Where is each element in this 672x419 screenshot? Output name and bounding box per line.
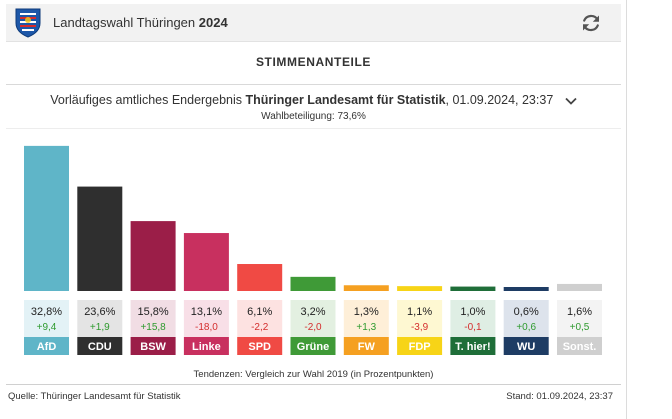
value-box-wu — [503, 300, 549, 337]
header-bar: Landtagswahl Thüringen 2024 — [6, 4, 621, 42]
bar-afd — [24, 145, 69, 291]
value-box-afd — [24, 300, 69, 337]
party-box-bsw — [130, 337, 176, 355]
party-label-t-hier: T. hier! — [455, 341, 490, 353]
value-box-sonst — [557, 300, 602, 337]
result-source: Thüringer Landesamt für Statistik — [245, 93, 446, 107]
result-selector[interactable]: Vorläufiges amtliches Endergebnis Thürin… — [6, 93, 621, 107]
party-label-grüne: Grüne — [297, 341, 329, 353]
change-label-cdu: +1,9 — [90, 322, 110, 333]
change-label-fw: +1,3 — [356, 322, 376, 333]
result-prefix: Vorläufiges amtliches Endergebnis — [50, 93, 243, 107]
change-label-wu: +0,6 — [516, 322, 536, 333]
change-label-bsw: +15,8 — [140, 322, 166, 333]
party-label-fw: FW — [358, 341, 376, 353]
party-label-linke: Linke — [192, 341, 221, 353]
value-label-cdu: 23,6% — [84, 306, 115, 318]
chevron-down-icon[interactable] — [565, 97, 577, 105]
value-label-linke: 13,1% — [191, 306, 222, 318]
trend-caption: Tendenzen: Vergleich zur Wahl 2019 (in P… — [193, 369, 434, 380]
right-border-line — [626, 0, 627, 419]
value-label-sonst: 1,6% — [567, 306, 592, 318]
value-label-bsw: 15,8% — [137, 306, 168, 318]
value-box-bsw — [130, 300, 176, 337]
change-label-spd: -2,2 — [251, 322, 269, 333]
party-box-linke — [183, 337, 229, 355]
value-label-spd: 6,1% — [247, 306, 272, 318]
stand-footer: Stand: 01.09.2024, 23:37 — [506, 391, 613, 402]
source-footer: Quelle: Thüringer Landesamt für Statisti… — [8, 391, 181, 402]
value-label-fdp: 1,1% — [407, 306, 432, 318]
divider — [6, 84, 621, 85]
value-box-linke — [183, 300, 229, 337]
bar-grüne — [290, 276, 336, 291]
value-box-fw — [343, 300, 389, 337]
divider — [6, 128, 621, 129]
party-label-fdp: FDP — [409, 341, 431, 353]
value-label-t-hier: 1,0% — [460, 306, 485, 318]
party-label-bsw: BSW — [140, 341, 166, 353]
election-widget: Landtagswahl Thüringen 2024 STIMMENANTEI… — [6, 4, 621, 412]
party-box-cdu — [77, 337, 123, 355]
value-box-t-hier — [450, 300, 496, 337]
result-datetime: , 01.09.2024, 23:37 — [445, 93, 554, 107]
change-label-fdp: -3,9 — [411, 322, 429, 333]
title-year: 2024 — [198, 15, 228, 30]
bar-spd — [237, 264, 283, 291]
app-title: Landtagswahl Thüringen 2024 — [53, 15, 228, 30]
party-box-wu — [503, 337, 549, 355]
section-title: STIMMENANTEILE — [255, 55, 372, 69]
party-label-wu: WU — [517, 341, 535, 353]
bar-t-hier — [450, 286, 496, 291]
party-box-afd — [24, 337, 69, 355]
bar-bsw — [130, 221, 176, 291]
party-box-fw — [343, 337, 389, 355]
party-label-cdu: CDU — [88, 341, 112, 353]
party-label-sonst: Sonst. — [563, 341, 597, 353]
bar-cdu — [77, 186, 123, 291]
value-box-fdp — [397, 300, 443, 337]
value-label-wu: 0,6% — [514, 306, 539, 318]
value-label-grüne: 3,2% — [300, 306, 325, 318]
divider — [6, 384, 621, 385]
title-prefix: Landtagswahl Thüringen — [53, 15, 196, 30]
change-label-linke: -18,0 — [195, 322, 218, 333]
value-label-afd: 32,8% — [31, 306, 62, 318]
bar-wu — [503, 287, 549, 291]
thuringia-coat-of-arms-icon — [15, 8, 41, 38]
party-box-t-hier — [450, 337, 496, 355]
value-box-grüne — [290, 300, 336, 337]
party-label-spd: SPD — [248, 341, 271, 353]
bar-fdp — [397, 286, 443, 291]
party-box-grüne — [290, 337, 336, 355]
vote-share-bar-chart: 32,8% +9,4 AfD 23,6% +1,9 CDU 15,8% +15,8 BSW 13,… — [24, 145, 602, 355]
value-label-fw: 1,3% — [354, 306, 379, 318]
value-box-spd — [237, 300, 283, 337]
change-label-afd: +9,4 — [37, 322, 57, 333]
party-box-spd — [237, 337, 283, 355]
bar-fw — [343, 285, 389, 291]
value-box-cdu — [77, 300, 123, 337]
refresh-icon[interactable] — [579, 11, 603, 35]
change-label-sonst: +0,5 — [570, 322, 590, 333]
bar-linke — [183, 233, 229, 291]
change-label-t-hier: -0,1 — [464, 322, 482, 333]
party-label-afd: AfD — [37, 341, 57, 353]
turnout-label: Wahlbeteiligung: 73,6% — [261, 111, 366, 122]
bar-sonst — [557, 283, 602, 291]
change-label-grüne: -2,0 — [304, 322, 322, 333]
party-box-sonst — [557, 337, 602, 355]
party-box-fdp — [397, 337, 443, 355]
